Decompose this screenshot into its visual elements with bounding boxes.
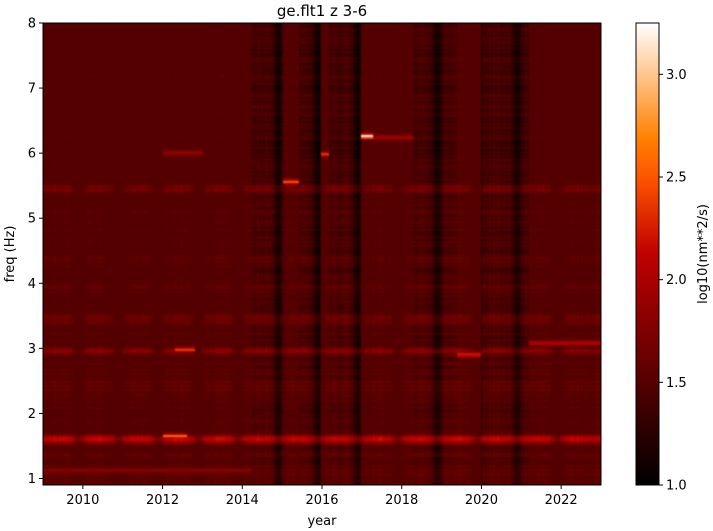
y-axis: 1 2 3 4 5 6 7 8	[28, 17, 43, 487]
colorbar: 1.0 1.5 2.0 2.5 3.0 log10(nm**2/s)	[635, 22, 711, 494]
y-axis-label: freq (Hz)	[3, 226, 18, 283]
colorbar-tick-label: 1.5	[666, 376, 687, 391]
x-tick-label: 2010	[66, 493, 99, 508]
y-tick-label: 2	[28, 407, 36, 422]
x-axis: 2010 2012 2014 2016 2018 2020 2022	[66, 485, 578, 508]
x-tick-label: 2018	[385, 493, 418, 508]
heatmap-area	[42, 22, 602, 486]
y-tick-label: 5	[28, 212, 36, 227]
y-tick-label: 1	[28, 472, 36, 487]
y-tick-label: 8	[28, 17, 36, 32]
colorbar-tick-label: 2.0	[666, 273, 687, 288]
colorbar-label: log10(nm**2/s)	[696, 204, 711, 304]
colorbar-gradient	[635, 22, 660, 486]
x-tick-label: 2012	[146, 493, 179, 508]
x-axis-label: year	[307, 514, 337, 529]
y-tick-label: 4	[28, 277, 36, 292]
x-tick-label: 2020	[465, 493, 498, 508]
x-tick-label: 2022	[545, 493, 578, 508]
x-tick-label: 2016	[305, 493, 338, 508]
colorbar-tick-label: 1.0	[666, 479, 687, 494]
x-tick-label: 2014	[226, 493, 259, 508]
colorbar-ticks: 1.0 1.5 2.0 2.5 3.0	[659, 68, 687, 494]
y-tick-label: 7	[28, 82, 36, 97]
y-tick-label: 6	[28, 147, 36, 162]
colorbar-tick-label: 2.5	[666, 171, 687, 186]
y-tick-label: 3	[28, 342, 36, 357]
colorbar-tick-label: 3.0	[666, 68, 687, 83]
heatmap-image	[43, 23, 601, 485]
chart-title: ge.flt1 z 3-6	[277, 2, 367, 20]
